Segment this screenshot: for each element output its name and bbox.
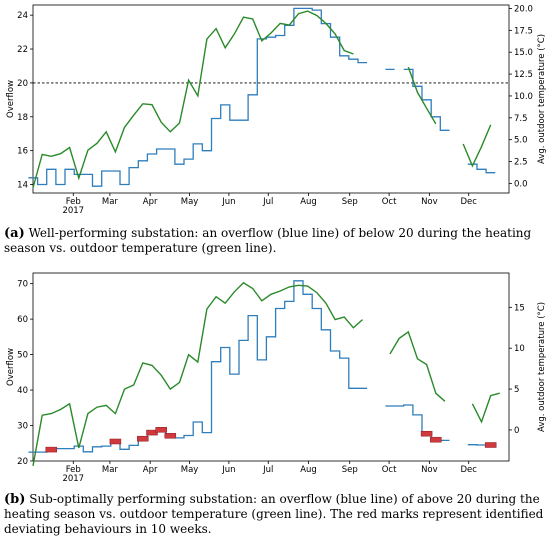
chart-b-xtick-label: Apr (143, 465, 158, 475)
chart-b-ytick-label: 50 (17, 351, 28, 361)
chart-a-overflow-line (28, 7, 496, 187)
chart-b-ytick-label: 20 (17, 457, 28, 467)
chart-a-frame (32, 4, 510, 194)
chart-a-xtick-label: Dec (460, 197, 477, 207)
chart-a-xtick-label: Jun (221, 197, 235, 207)
chart-b-xtick-label: Sep (342, 465, 358, 475)
chart-b-deviation-mark (146, 429, 158, 436)
chart-a-ytick-label: 18 (17, 113, 28, 123)
chart-a-ytick-label: 22 (17, 45, 28, 55)
caption-b-letter: (b) (4, 492, 26, 507)
caption-a-letter: (a) (4, 226, 25, 241)
chart-b-overflow-line (28, 280, 496, 453)
chart-a-xtick-label: Oct (382, 197, 397, 207)
chart-b-xtick-label: Aug (300, 465, 317, 475)
caption-b: (b) Sub-optimally performing substation:… (4, 492, 544, 537)
chart-b-xtick-label: Feb (66, 465, 81, 475)
chart-a-y2tick-label: 10.0 (514, 92, 533, 102)
chart-a-y2tick-label: 12.5 (514, 70, 533, 80)
chart-b-year-label: 2017 (62, 474, 84, 484)
chart-a-xtick-label: Apr (143, 197, 158, 207)
chart-b-deviation-mark (109, 438, 122, 445)
caption-b-text: Sub-optimally performing substation: an … (4, 492, 544, 536)
chart-b-y2label: Avg. outdoor temperature (°C) (537, 302, 547, 432)
chart-b-ylabel: Overflow (6, 348, 16, 386)
chart-b-temperature-line (32, 281, 500, 467)
chart-a-y2tick-label: 5.0 (514, 136, 528, 146)
chart-a-xtick-label: Jul (262, 197, 273, 207)
chart-b-y2tick-label: 5 (514, 385, 519, 395)
chart-b-xtick-label: Mar (102, 465, 119, 475)
chart-a-y2tick-label: 17.5 (514, 26, 533, 36)
chart-a-y2tick-label: 20.0 (514, 4, 533, 14)
chart-a-ytick-label: 16 (17, 147, 28, 157)
chart-b-deviation-mark (164, 433, 177, 439)
chart-b-y2tick-label: 10 (514, 344, 525, 354)
chart-b-deviation-mark (155, 427, 167, 433)
chart-b-xtick-label: Jun (221, 465, 235, 475)
chart-a-xtick-label: Sep (342, 197, 358, 207)
chart-a-ytick-label: 14 (17, 181, 28, 191)
chart-a-ylabel: Overflow (6, 80, 16, 118)
chart-b-ytick-label: 30 (17, 422, 28, 432)
chart-b-frame (32, 272, 510, 462)
chart-b-ytick-label: 60 (17, 315, 28, 325)
chart-b-deviation-mark (45, 446, 58, 453)
chart-a-xtick-label: Mar (102, 197, 119, 207)
chart-a-group: 14 16 18 20 22 24 0.0 2.5 5.0 7.5 10.0 12.5 15.0 17.5… (6, 4, 547, 216)
caption-a-text: Well-performing substation: an overflow … (4, 226, 532, 255)
chart-b-y2tick-label: 15 (514, 303, 525, 313)
caption-a: (a) Well-performing substation: an overf… (4, 226, 544, 256)
chart-b-ytick-label: 40 (17, 386, 28, 396)
chart-a-y2tick-label: 0.0 (514, 179, 528, 189)
chart-a-ytick-label: 24 (17, 11, 28, 21)
chart-a-y2tick-label: 2.5 (514, 158, 528, 168)
chart-b-deviation-mark (137, 435, 149, 442)
chart-b-xtick-label: Nov (421, 465, 438, 475)
chart-a-temperature-line (32, 10, 492, 188)
chart-a-year-label: 2017 (62, 206, 84, 216)
chart-b-deviation-mark (420, 430, 433, 437)
chart-b-ytick-label: 70 (17, 280, 28, 290)
chart-a-ytick-label: 20 (17, 79, 28, 89)
chart-b-deviation-mark (430, 436, 442, 443)
chart-a-xtick-label: Nov (421, 197, 438, 207)
chart-b-xtick-label: Dec (460, 465, 477, 475)
chart-b-y2tick-label: 0 (514, 426, 519, 436)
chart-b-xtick-label: May (181, 465, 199, 475)
chart-a-xtick-label: Feb (66, 197, 81, 207)
chart-a-y2tick-label: 15.0 (514, 48, 533, 58)
chart-a-xtick-label: May (181, 197, 199, 207)
chart-a-y2label: Avg. outdoor temperature (°C) (537, 34, 547, 164)
chart-b-xtick-label: Oct (382, 465, 397, 475)
chart-b-xtick-label: Jul (262, 465, 273, 475)
chart-a-y2tick-label: 7.5 (514, 114, 528, 124)
chart-b-deviation-mark (484, 442, 497, 448)
chart-a-xtick-label: Aug (300, 197, 317, 207)
